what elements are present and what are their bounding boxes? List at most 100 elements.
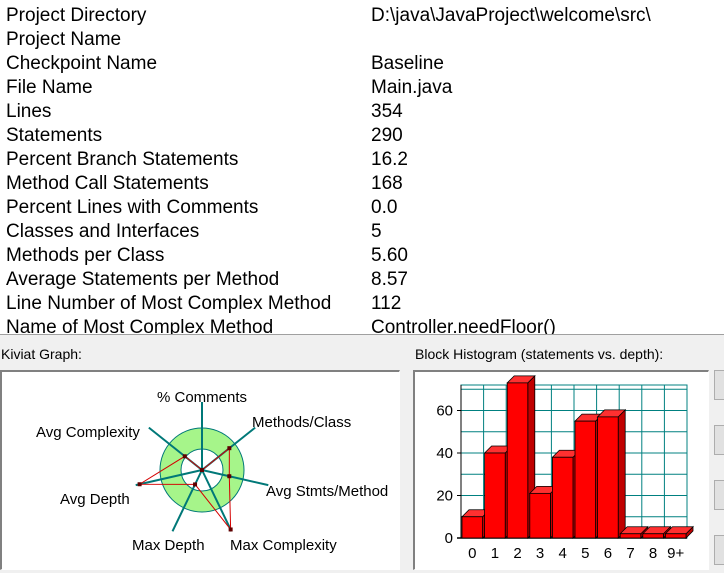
metric-row-lines: Lines 354	[0, 100, 724, 124]
histogram-y-tick-labels: 0 20 40 60	[436, 403, 461, 547]
histogram-x-tick-label: 1	[491, 545, 499, 562]
kiviat-axes	[135, 402, 269, 532]
metric-value: 168	[371, 173, 403, 194]
kiviat-vertex	[137, 482, 142, 487]
metric-label: Lines	[6, 101, 52, 122]
metric-row-statements: Statements 290	[0, 124, 724, 148]
metric-row-percent-branch: Percent Branch Statements 16.2	[0, 148, 724, 172]
metric-value: 0.0	[371, 197, 398, 218]
kiviat-axis-label-max-depth: Max Depth	[132, 537, 205, 554]
metric-value: 354	[371, 101, 403, 122]
histogram-bar-front	[574, 420, 597, 539]
metric-value: 112	[371, 293, 402, 314]
metric-row-avg-statements: Average Statements per Method 8.57	[0, 268, 724, 292]
histogram-x-tick-label: 4	[559, 545, 567, 562]
histogram-bar-front	[664, 533, 687, 539]
histogram-x-tick-label: 3	[536, 545, 544, 562]
metric-value: D:\java\JavaProject\welcome\src\	[371, 5, 651, 26]
kiviat-axis-line	[135, 469, 203, 487]
metrics-panel: Project Directory D:\java\JavaProject\we…	[0, 0, 724, 335]
metric-value: 5.60	[371, 245, 408, 266]
histogram-bar-front	[642, 533, 664, 539]
histogram-bar	[596, 408, 627, 539]
histogram-bar-front	[506, 382, 529, 539]
metric-row-percent-comments: Percent Lines with Comments 0.0	[0, 196, 724, 220]
histogram-bar-front	[597, 416, 619, 539]
metric-label: Project Directory	[6, 5, 147, 26]
side-button-2[interactable]	[714, 425, 724, 455]
metric-row-method-calls: Method Call Statements 168	[0, 172, 724, 196]
kiviat-vertex	[227, 446, 232, 451]
histogram-panel: 0 20 40 60 0 1 2 3 4 5 6 7 8 9+	[413, 370, 709, 570]
histogram-x-tick-label: 8	[649, 545, 657, 562]
histogram-bar-front	[484, 452, 506, 539]
kiviat-axis-label-comments: % Comments	[157, 389, 247, 406]
metric-value: 5	[371, 221, 382, 242]
histogram-x-tick-label: 7	[626, 545, 634, 562]
histogram-x-tick-labels: 0 1 2 3 4 5 6 7 8 9+	[468, 545, 684, 562]
metric-row-project-directory: Project Directory D:\java\JavaProject\we…	[0, 4, 724, 28]
histogram-bar-front	[461, 516, 484, 539]
histogram-y-tick-label: 0	[445, 530, 453, 547]
metric-label: Percent Branch Statements	[6, 149, 239, 170]
metric-label: Methods per Class	[6, 245, 165, 266]
histogram-bar	[664, 525, 694, 539]
metric-row-project-name: Project Name	[0, 28, 724, 52]
histogram-bar-front	[619, 533, 642, 539]
metric-row-complex-method: Name of Most Complex Method Controller.n…	[0, 316, 724, 335]
histogram-bar-side	[617, 408, 626, 539]
metric-label: Name of Most Complex Method	[6, 317, 274, 335]
histogram-bar-front	[529, 492, 551, 539]
kiviat-axis-line	[171, 469, 203, 532]
metric-label: File Name	[6, 77, 93, 98]
kiviat-vertex	[228, 527, 233, 532]
kiviat-axis-label-avg-stmts: Avg Stmts/Method	[266, 483, 388, 500]
side-button-1[interactable]	[714, 370, 724, 400]
histogram-y-tick-label: 60	[436, 403, 453, 420]
kiviat-axis-label-avg-depth: Avg Depth	[60, 491, 130, 508]
metric-label: Method Call Statements	[6, 173, 209, 194]
kiviat-heading: Kiviat Graph:	[1, 346, 82, 362]
histogram-x-tick-label: 9+	[667, 545, 684, 562]
histogram-x-tick-label: 5	[581, 545, 589, 562]
kiviat-graph-panel: % Comments Methods/Class Avg Stmts/Metho…	[0, 370, 400, 570]
kiviat-axis-line	[201, 469, 233, 532]
side-button-3[interactable]	[714, 480, 724, 510]
kiviat-value-polygon	[137, 447, 232, 531]
kiviat-vertex	[182, 454, 187, 459]
metric-label: Classes and Interfaces	[6, 221, 200, 242]
metric-value: Main.java	[371, 77, 453, 98]
metric-label: Line Number of Most Complex Method	[6, 293, 332, 314]
kiviat-axis-label-avg-complexity: Avg Complexity	[36, 424, 140, 441]
kiviat-graph: % Comments Methods/Class Avg Stmts/Metho…	[36, 389, 388, 554]
histogram-bars	[461, 374, 694, 539]
kiviat-vertex	[193, 482, 198, 487]
kiviat-axis-label-methods-class: Methods/Class	[252, 414, 351, 431]
metric-label: Percent Lines with Comments	[6, 197, 259, 218]
metric-value: 290	[371, 125, 403, 146]
metric-row-checkpoint-name: Checkpoint Name Baseline	[0, 52, 724, 76]
metric-row-file-name: File Name Main.java	[0, 76, 724, 100]
histogram-heading: Block Histogram (statements vs. depth):	[415, 346, 664, 362]
metric-row-complex-line: Line Number of Most Complex Method 112	[0, 292, 724, 316]
metric-label: Average Statements per Method	[6, 269, 280, 290]
metric-label: Project Name	[6, 29, 122, 50]
histogram-y-tick-label: 40	[436, 445, 453, 462]
histogram-x-tick-label: 2	[513, 545, 521, 562]
metric-label: Checkpoint Name	[6, 53, 158, 74]
metric-value: Controller.needFloor()	[371, 317, 556, 335]
kiviat-axis-label-max-complexity: Max Complexity	[230, 537, 337, 554]
metric-value: 16.2	[371, 149, 408, 170]
kiviat-vertex	[200, 468, 204, 472]
metric-value: 8.57	[371, 269, 408, 290]
histogram-bar-front	[551, 456, 574, 539]
metric-row-methods-per-class: Methods per Class 5.60	[0, 244, 724, 268]
metric-label: Statements	[6, 125, 103, 146]
kiviat-axis-line	[201, 469, 269, 487]
metric-value: Baseline	[371, 53, 444, 74]
histogram-y-tick-label: 20	[436, 488, 453, 505]
kiviat-polygon	[137, 446, 233, 532]
side-button-4[interactable]	[714, 535, 724, 565]
metric-row-classes: Classes and Interfaces 5	[0, 220, 724, 244]
